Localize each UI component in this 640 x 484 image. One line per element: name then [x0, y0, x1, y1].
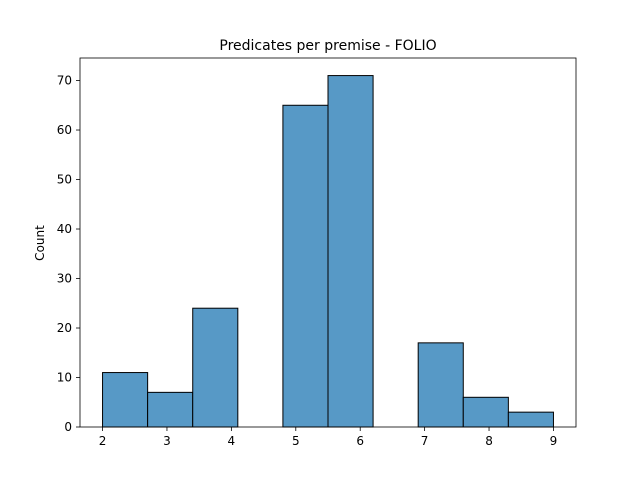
histogram-bar-8: [462, 396, 509, 428]
bars-group: [102, 75, 554, 428]
x-tick-label: 3: [163, 434, 171, 448]
y-tick-label: 30: [57, 272, 72, 286]
x-tick-label: 2: [99, 434, 107, 448]
y-tick-label: 50: [57, 173, 72, 187]
x-tick-label: 7: [421, 434, 429, 448]
x-tick-label: 4: [228, 434, 236, 448]
y-tick-label: 20: [57, 321, 72, 335]
x-tick-label: 9: [550, 434, 558, 448]
histogram-bar-7: [417, 342, 464, 428]
x-tick-label: 5: [292, 434, 300, 448]
y-axis-ticks: 0 10 20 30 40 50 60 70: [57, 74, 80, 434]
histogram-bar-1: [147, 391, 194, 428]
y-tick-label: 60: [57, 123, 72, 137]
histogram-bar-9: [507, 411, 554, 428]
plot-area-frame: [79, 57, 577, 428]
x-tick-label: 6: [356, 434, 364, 448]
histogram-bar-5: [327, 75, 374, 428]
y-tick-label: 40: [57, 222, 72, 236]
histogram-bar-4: [282, 104, 329, 428]
y-tick-label: 70: [57, 74, 72, 88]
y-tick-label: 0: [64, 420, 72, 434]
histogram-bar-0: [102, 372, 149, 428]
y-tick-label: 10: [57, 371, 72, 385]
histogram-bar-2: [192, 307, 239, 428]
x-tick-label: 8: [485, 434, 493, 448]
x-axis-ticks: 2 3 4 5 6 7 8 9: [99, 427, 558, 448]
chart-title: Predicates per premise - FOLIO: [219, 38, 436, 54]
y-axis-label: Count: [33, 225, 47, 261]
